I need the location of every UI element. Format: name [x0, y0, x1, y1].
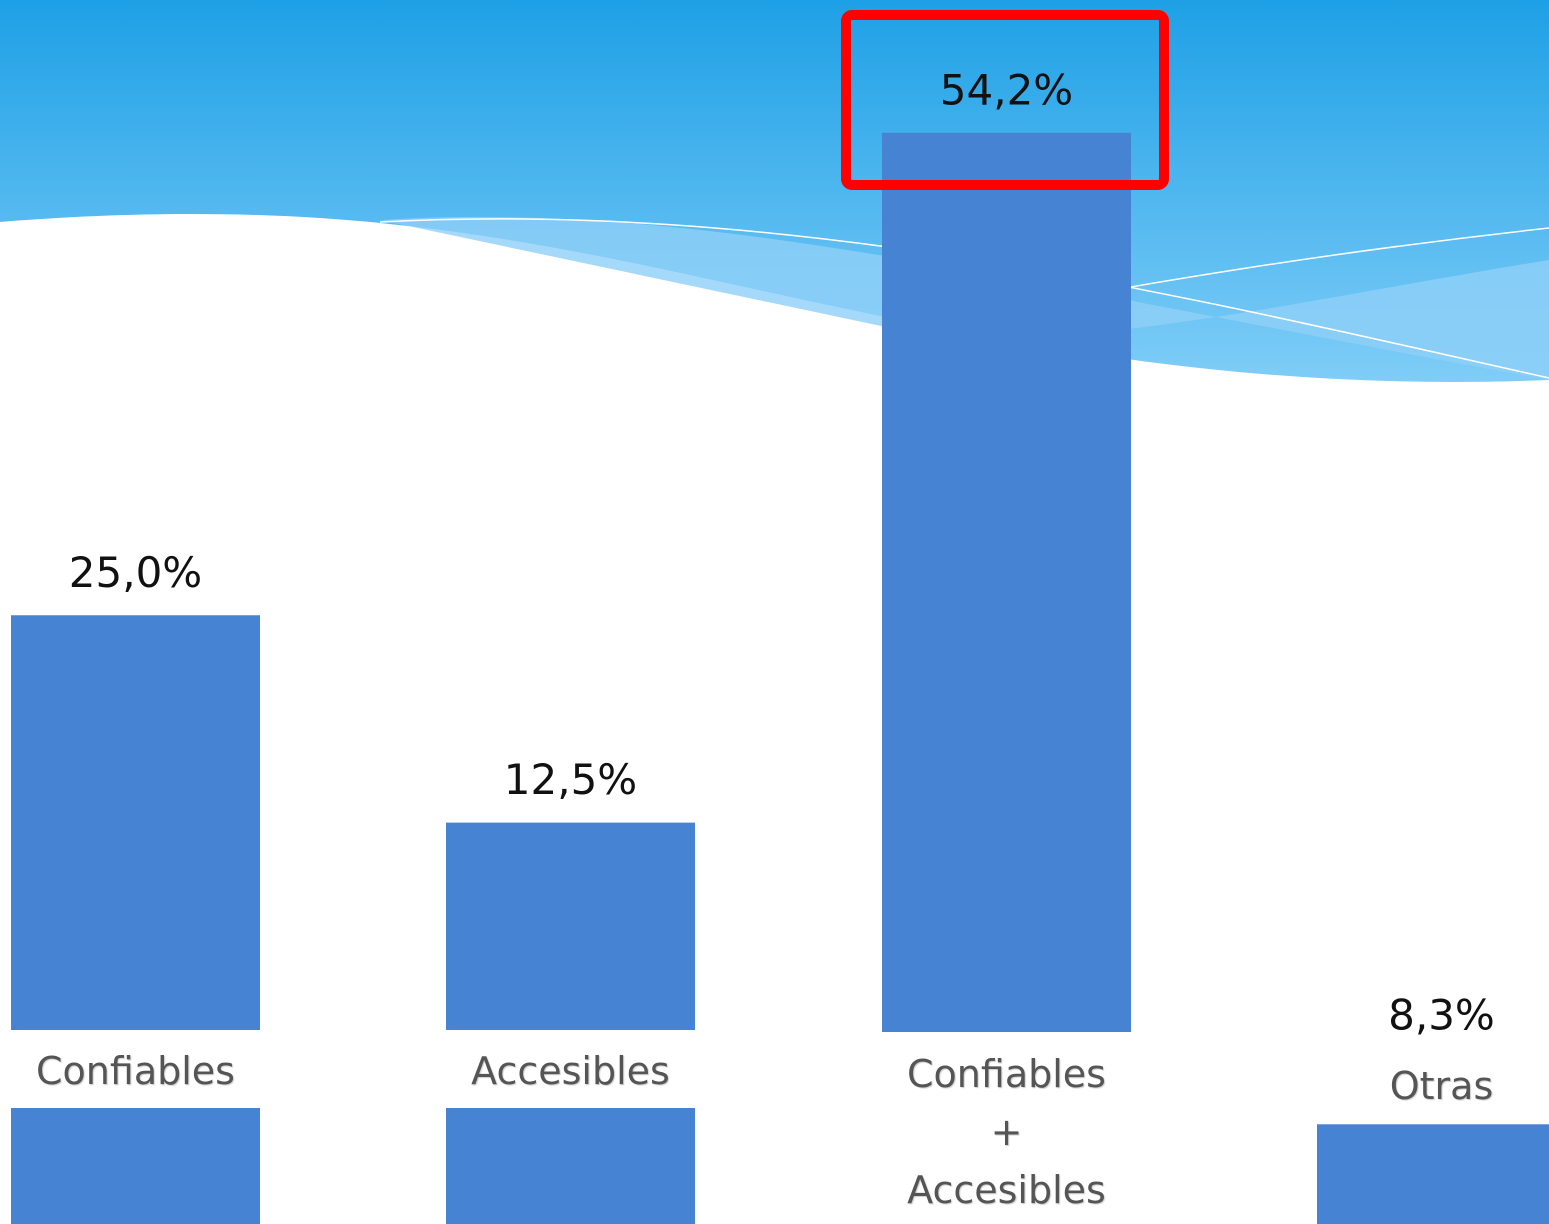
- highlight-box: [841, 10, 1169, 190]
- category-label: Confiables + Accesibles: [907, 1052, 1106, 1212]
- bar: [1317, 1124, 1549, 1224]
- category-label: Accesibles: [471, 1049, 670, 1093]
- bars: 25,0% 12,5% 54,2% 8,3%: [11, 65, 1549, 1224]
- category-label: Otras: [1389, 1064, 1494, 1108]
- bar: [446, 822, 695, 1030]
- value-label: 25,0%: [69, 548, 202, 597]
- bar: [882, 132, 1131, 1032]
- value-label: 12,5%: [504, 755, 637, 804]
- lower-bar: [446, 1108, 695, 1224]
- category-label: Confiables: [36, 1049, 235, 1093]
- value-label: 8,3%: [1388, 991, 1495, 1040]
- bar: [11, 615, 260, 1030]
- value-label: 54,2%: [940, 65, 1073, 114]
- lower-bar: [11, 1108, 260, 1224]
